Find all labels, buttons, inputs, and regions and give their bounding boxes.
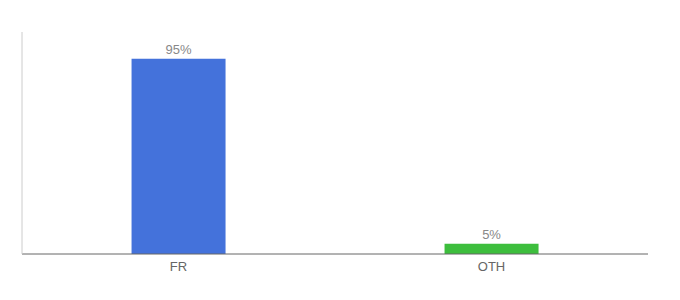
svg-text:5%: 5% (482, 227, 501, 242)
svg-text:95%: 95% (166, 42, 192, 57)
svg-text:FR: FR (170, 259, 187, 274)
svg-text:OTH: OTH (478, 259, 505, 274)
